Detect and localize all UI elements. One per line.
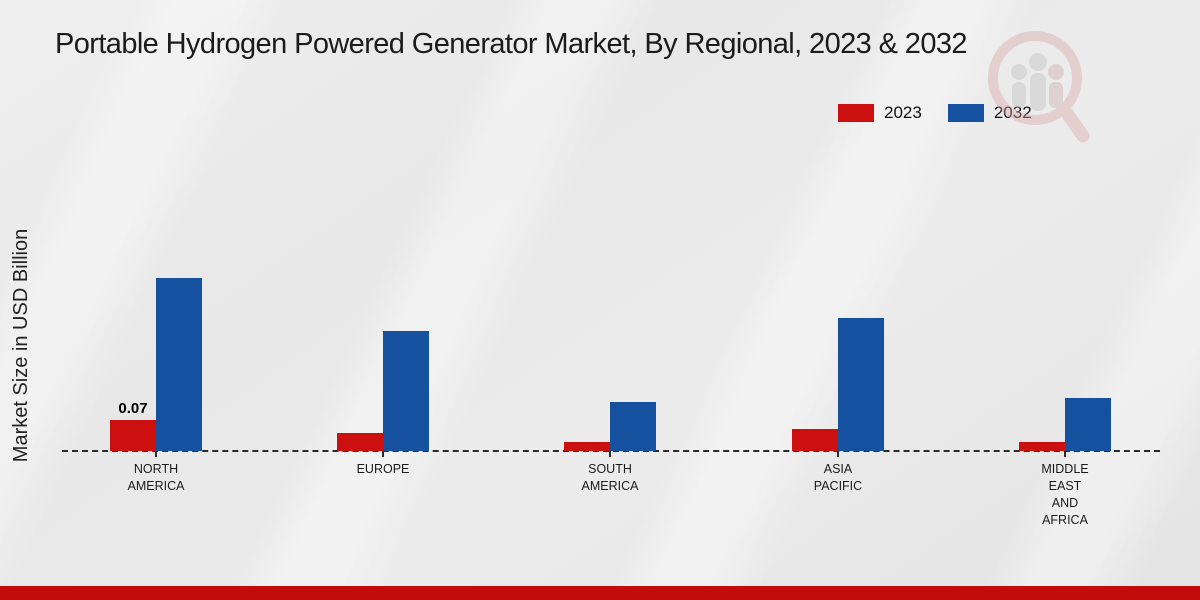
legend: 2023 2032 xyxy=(838,103,1032,123)
bar-2032-north-america xyxy=(156,278,202,451)
x-axis-tick-europe xyxy=(382,451,384,457)
bar-2032-middle-east-and-africa xyxy=(1065,398,1111,451)
chart-title: Portable Hydrogen Powered Generator Mark… xyxy=(55,28,968,60)
magnifier-chart-logo-watermark-icon xyxy=(988,31,1090,143)
bar-2023-asia-pacific xyxy=(792,429,838,451)
category-label-europe: EUROPE xyxy=(356,462,410,476)
bar-2023-middle-east-and-africa xyxy=(1019,442,1065,451)
data-label-2023-north-america: 0.07 xyxy=(118,400,148,417)
bar-2032-south-america xyxy=(610,402,656,451)
x-axis-tick-south-america xyxy=(609,451,611,457)
legend-label-2023: 2023 xyxy=(884,103,922,122)
bar-2032-asia-pacific xyxy=(838,318,884,451)
footer-accent-band xyxy=(0,586,1200,600)
bar-2023-europe xyxy=(337,433,383,451)
legend-swatch-2032 xyxy=(947,104,984,122)
x-axis-baseline xyxy=(62,450,1160,452)
legend-item-2032: 2032 xyxy=(947,103,1032,123)
x-axis-tick-north-america xyxy=(155,451,157,457)
category-label-south-america: SOUTH AMERICA xyxy=(581,462,639,493)
x-axis-tick-asia-pacific xyxy=(837,451,839,457)
bar-2023-north-america xyxy=(110,420,156,451)
x-axis-tick-middle-east-and-africa xyxy=(1064,451,1066,457)
category-label-north-america: NORTH AMERICA xyxy=(127,462,185,493)
category-label-middle-east-and-africa: MIDDLE EAST AND AFRICA xyxy=(1041,462,1089,527)
bar-2023-south-america xyxy=(564,442,610,451)
category-label-asia-pacific: ASIA PACIFIC xyxy=(813,462,863,493)
y-axis-label: Market Size in USD Billion xyxy=(10,228,33,462)
legend-swatch-2023 xyxy=(838,104,874,122)
bar-2032-europe xyxy=(383,331,429,451)
legend-label-2032: 2032 xyxy=(993,103,1032,122)
legend-item-2023: 2023 xyxy=(838,103,922,123)
